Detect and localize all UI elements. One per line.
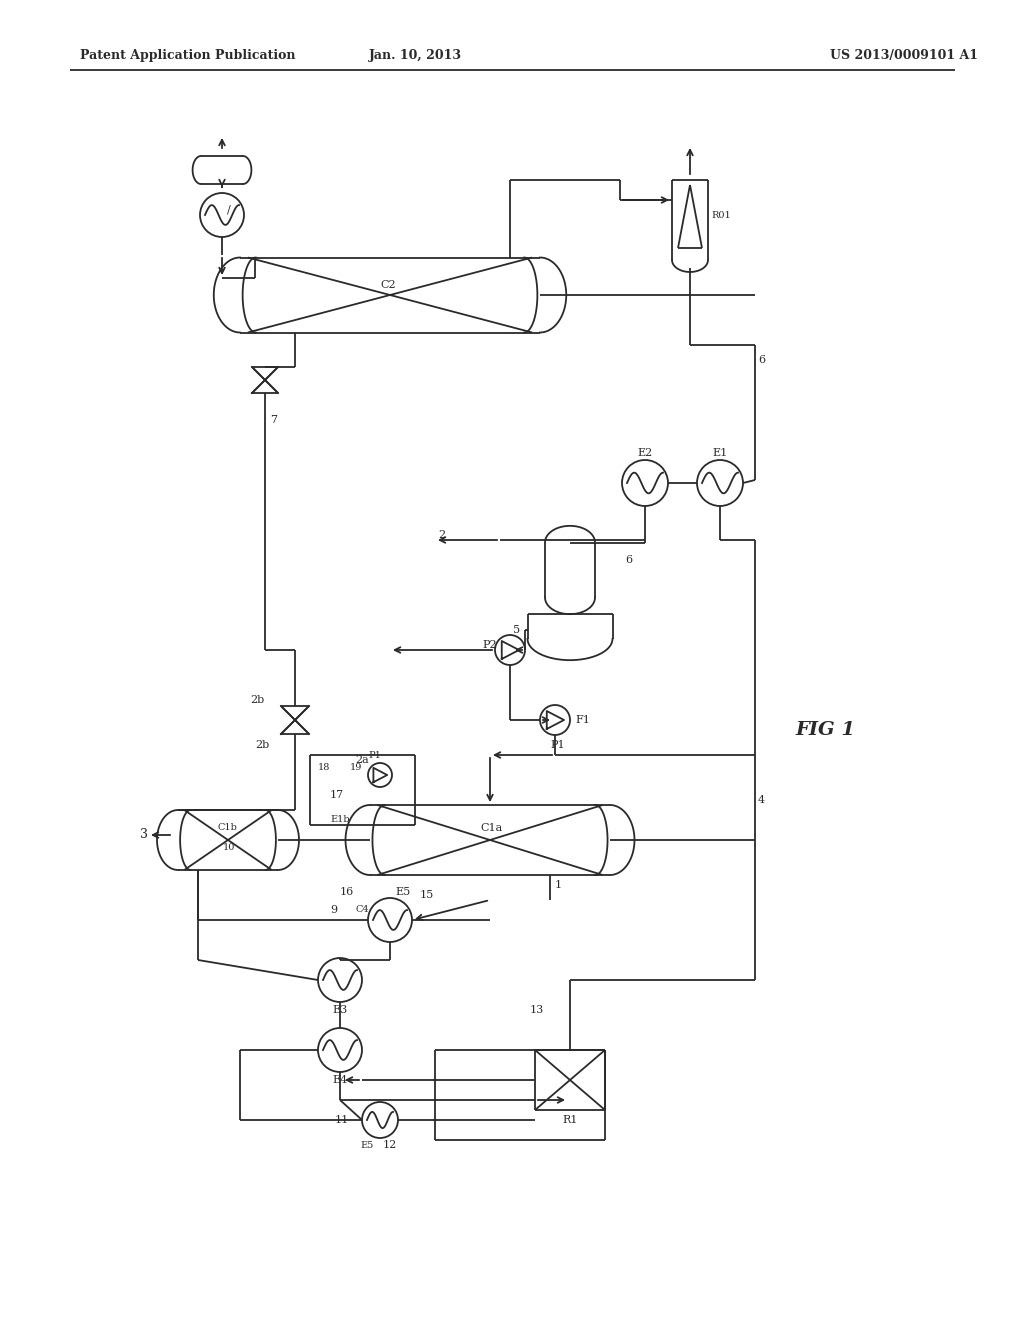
Text: P2: P2	[482, 640, 497, 649]
Text: 19: 19	[350, 763, 362, 772]
Text: E5: E5	[395, 887, 411, 898]
Text: C1b: C1b	[218, 824, 238, 833]
Text: E5: E5	[360, 1140, 374, 1150]
Text: 6: 6	[758, 355, 765, 366]
Text: 6: 6	[625, 554, 632, 565]
Text: 13: 13	[530, 1005, 544, 1015]
Text: Jan. 10, 2013: Jan. 10, 2013	[369, 49, 462, 62]
Text: /: /	[227, 205, 230, 215]
Text: 11: 11	[335, 1115, 349, 1125]
Text: E1b: E1b	[330, 816, 349, 825]
Text: FIG 1: FIG 1	[795, 721, 855, 739]
Text: 9: 9	[330, 906, 337, 915]
Text: 5: 5	[513, 624, 520, 635]
Text: 2: 2	[438, 531, 445, 540]
Text: US 2013/0009101 A1: US 2013/0009101 A1	[830, 49, 978, 62]
Text: 2b: 2b	[255, 741, 269, 750]
Text: 7: 7	[270, 414, 278, 425]
Text: 17: 17	[330, 789, 344, 800]
Text: C4: C4	[355, 906, 369, 915]
Text: R1: R1	[562, 1115, 578, 1125]
Text: 10: 10	[223, 843, 236, 853]
Text: 12: 12	[383, 1140, 397, 1150]
Text: 4: 4	[758, 795, 765, 805]
Text: P1: P1	[368, 751, 381, 759]
Text: C1a: C1a	[480, 822, 502, 833]
Text: E3: E3	[332, 1005, 347, 1015]
Text: 15: 15	[420, 890, 434, 900]
Text: 1: 1	[555, 880, 562, 890]
Text: E1: E1	[712, 447, 727, 458]
Text: R01: R01	[711, 210, 731, 219]
Text: F1: F1	[575, 715, 590, 725]
Text: E2: E2	[637, 447, 652, 458]
Text: Patent Application Publication: Patent Application Publication	[80, 49, 296, 62]
Text: 3: 3	[140, 829, 148, 842]
Text: P1: P1	[550, 741, 564, 750]
Text: 2a: 2a	[355, 755, 369, 766]
Text: 16: 16	[340, 887, 354, 898]
Text: 2b: 2b	[250, 696, 264, 705]
Text: E4: E4	[332, 1074, 347, 1085]
Text: 18: 18	[318, 763, 331, 772]
Text: C2: C2	[380, 280, 395, 290]
